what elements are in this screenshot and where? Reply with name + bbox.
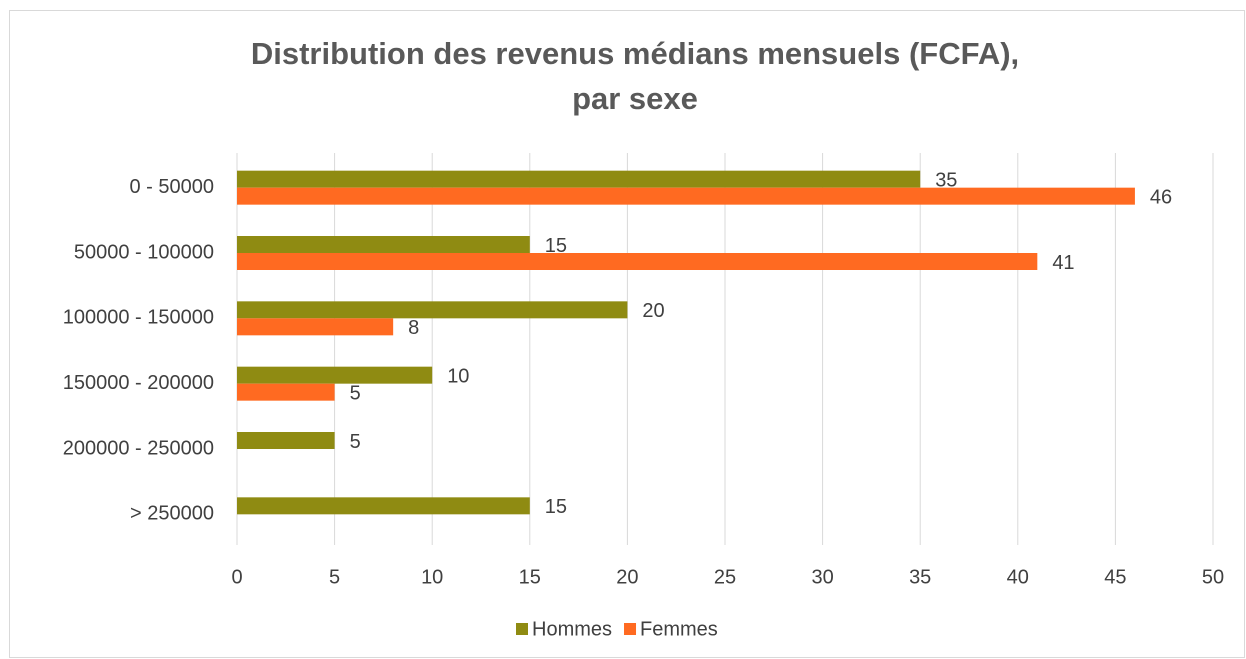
x-tick-label: 45 — [1104, 566, 1126, 588]
x-tick-label: 30 — [811, 566, 833, 588]
x-tick-label: 10 — [421, 566, 443, 588]
data-label: 41 — [1052, 252, 1074, 274]
bar — [237, 187, 1135, 205]
x-tick-label: 5 — [329, 566, 340, 588]
x-tick-label: 0 — [231, 566, 242, 588]
bar — [237, 366, 433, 384]
x-tick-label: 15 — [519, 566, 541, 588]
chart-title: par sexe — [572, 81, 698, 116]
x-tick-label: 20 — [616, 566, 638, 588]
legend-swatch — [624, 623, 637, 635]
data-label: 15 — [545, 235, 567, 257]
data-label: 5 — [350, 382, 361, 404]
bar — [237, 253, 1038, 270]
bar — [237, 383, 335, 401]
x-tick-label: 35 — [909, 566, 931, 588]
y-tick-label: > 250000 — [130, 503, 214, 525]
bar — [237, 236, 530, 253]
bar — [237, 170, 921, 188]
legend-swatch — [516, 623, 528, 635]
x-tick-label: 50 — [1202, 566, 1224, 588]
bar — [237, 432, 335, 449]
data-label: 35 — [935, 169, 957, 191]
chart-title: Distribution des revenus médians mensuel… — [251, 36, 1019, 71]
bar — [237, 497, 530, 515]
y-tick-label: 150000 - 200000 — [63, 372, 214, 394]
data-label: 46 — [1150, 186, 1172, 208]
bar — [237, 318, 394, 336]
legend-label: Hommes — [532, 618, 612, 640]
y-tick-label: 200000 - 250000 — [63, 437, 214, 459]
bar — [237, 301, 628, 319]
y-tick-label: 100000 - 150000 — [63, 307, 214, 329]
data-label: 8 — [408, 317, 419, 339]
y-tick-label: 0 - 50000 — [129, 176, 214, 198]
x-tick-label: 25 — [714, 566, 736, 588]
data-label: 15 — [545, 496, 567, 518]
data-label: 10 — [447, 365, 469, 387]
y-tick-label: 50000 - 100000 — [74, 241, 214, 263]
legend-label: Femmes — [640, 618, 718, 640]
data-label: 20 — [642, 300, 664, 322]
data-label: 5 — [350, 431, 361, 453]
x-tick-label: 40 — [1007, 566, 1029, 588]
